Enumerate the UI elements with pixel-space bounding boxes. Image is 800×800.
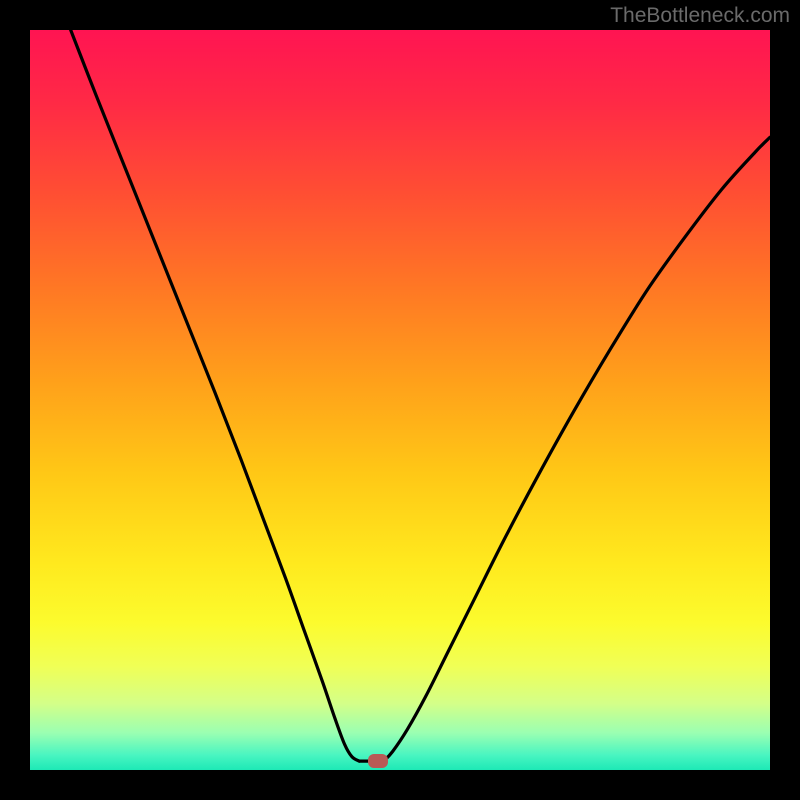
bottleneck-curve — [30, 30, 770, 770]
optimal-point-marker — [368, 754, 388, 768]
watermark-text: TheBottleneck.com — [610, 4, 790, 28]
plot-area — [30, 30, 770, 770]
chart-frame: TheBottleneck.com — [0, 0, 800, 800]
